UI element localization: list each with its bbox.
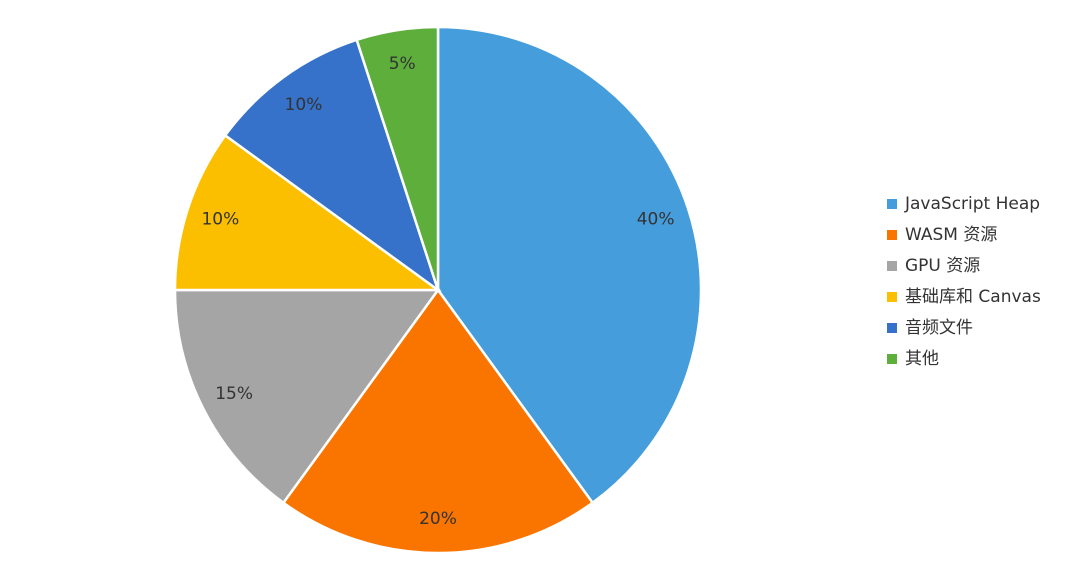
legend-label: WASM 资源: [905, 225, 997, 245]
slice-label: 10%: [285, 95, 323, 115]
legend-label: JavaScript Heap: [904, 194, 1040, 214]
legend-swatch: [887, 230, 897, 240]
pie-slice: [223, 38, 441, 294]
legend-label: 基础库和 Canvas: [905, 287, 1041, 307]
legend-label: 其他: [905, 349, 939, 369]
slice-label: 5%: [389, 54, 416, 74]
slice-label: 40%: [637, 209, 675, 229]
slice-label: 10%: [201, 209, 239, 229]
pie-slice: [281, 287, 595, 555]
pie-slice: [436, 25, 703, 505]
legend-swatch: [887, 261, 897, 271]
legend-swatch: [887, 199, 897, 209]
pie-slice: [173, 133, 442, 292]
legend-swatch: [887, 292, 897, 302]
legend-label: GPU 资源: [905, 256, 980, 276]
slice-label: 20%: [419, 509, 457, 529]
legend-swatch: [887, 323, 897, 333]
pie-slice: [173, 288, 441, 505]
legend-label: 音频文件: [905, 318, 973, 338]
legend-swatch: [887, 354, 897, 364]
pie-slice: [355, 25, 440, 291]
slice-label: 15%: [215, 384, 253, 404]
